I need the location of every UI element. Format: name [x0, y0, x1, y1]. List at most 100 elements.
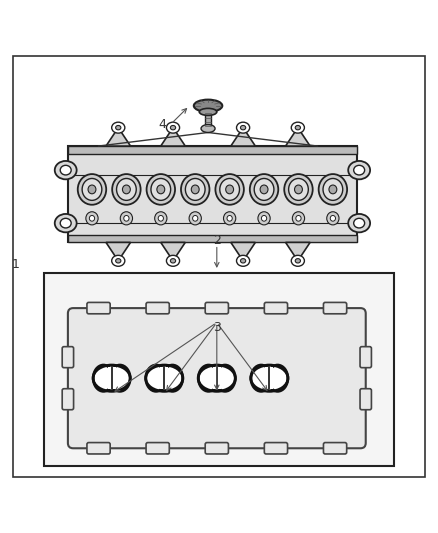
Ellipse shape — [260, 185, 268, 194]
FancyBboxPatch shape — [324, 442, 347, 454]
FancyBboxPatch shape — [360, 389, 371, 410]
Ellipse shape — [223, 212, 236, 225]
FancyBboxPatch shape — [87, 442, 110, 454]
Ellipse shape — [151, 179, 171, 200]
Ellipse shape — [93, 365, 114, 391]
Ellipse shape — [198, 365, 219, 391]
Bar — [265, 367, 273, 389]
Ellipse shape — [227, 215, 232, 221]
Bar — [205, 111, 211, 128]
Ellipse shape — [88, 185, 96, 194]
Ellipse shape — [124, 215, 129, 221]
Ellipse shape — [354, 165, 364, 175]
FancyBboxPatch shape — [87, 302, 110, 314]
Ellipse shape — [60, 219, 71, 228]
Ellipse shape — [147, 174, 175, 205]
Ellipse shape — [112, 174, 141, 205]
Ellipse shape — [55, 161, 77, 179]
Ellipse shape — [284, 174, 313, 205]
Ellipse shape — [112, 122, 125, 133]
Bar — [44, 273, 394, 466]
Ellipse shape — [194, 100, 222, 112]
Polygon shape — [231, 243, 255, 261]
Ellipse shape — [289, 179, 308, 200]
Ellipse shape — [60, 165, 71, 175]
Ellipse shape — [254, 179, 274, 200]
FancyBboxPatch shape — [62, 389, 74, 410]
FancyBboxPatch shape — [324, 302, 347, 314]
Text: 3: 3 — [213, 321, 221, 334]
Ellipse shape — [215, 365, 235, 391]
Polygon shape — [286, 128, 310, 146]
Ellipse shape — [199, 108, 217, 115]
FancyBboxPatch shape — [265, 302, 288, 314]
FancyBboxPatch shape — [68, 308, 366, 448]
FancyBboxPatch shape — [146, 302, 169, 314]
Ellipse shape — [250, 174, 278, 205]
Polygon shape — [286, 243, 310, 261]
Ellipse shape — [330, 215, 336, 221]
Polygon shape — [106, 243, 131, 261]
Text: 4: 4 — [159, 118, 166, 131]
FancyBboxPatch shape — [360, 346, 371, 368]
Ellipse shape — [327, 212, 339, 225]
Ellipse shape — [89, 215, 95, 221]
FancyBboxPatch shape — [205, 442, 229, 454]
Ellipse shape — [193, 215, 198, 221]
Ellipse shape — [295, 259, 300, 263]
Ellipse shape — [240, 259, 246, 263]
Ellipse shape — [110, 365, 130, 391]
Polygon shape — [161, 128, 185, 146]
Bar — [160, 367, 168, 389]
Ellipse shape — [166, 255, 180, 266]
Ellipse shape — [296, 215, 301, 221]
Ellipse shape — [329, 185, 337, 194]
Ellipse shape — [237, 255, 250, 266]
Ellipse shape — [323, 179, 343, 200]
Ellipse shape — [201, 125, 215, 133]
Ellipse shape — [120, 212, 133, 225]
Ellipse shape — [251, 365, 272, 391]
Ellipse shape — [240, 125, 246, 130]
Bar — [213, 367, 221, 389]
Ellipse shape — [55, 214, 77, 232]
Bar — [68, 235, 357, 243]
Bar — [68, 146, 357, 243]
Ellipse shape — [348, 161, 370, 179]
FancyBboxPatch shape — [265, 442, 288, 454]
Ellipse shape — [261, 215, 267, 221]
Ellipse shape — [220, 179, 240, 200]
FancyBboxPatch shape — [205, 302, 229, 314]
Ellipse shape — [116, 259, 121, 263]
Text: 1: 1 — [11, 258, 19, 271]
Ellipse shape — [189, 212, 201, 225]
Ellipse shape — [155, 212, 167, 225]
Ellipse shape — [291, 255, 304, 266]
Ellipse shape — [291, 122, 304, 133]
Ellipse shape — [258, 212, 270, 225]
Ellipse shape — [354, 219, 364, 228]
Ellipse shape — [86, 212, 98, 225]
Ellipse shape — [170, 125, 176, 130]
Ellipse shape — [116, 125, 121, 130]
FancyBboxPatch shape — [62, 346, 74, 368]
Ellipse shape — [226, 185, 233, 194]
Ellipse shape — [294, 185, 302, 194]
Ellipse shape — [166, 122, 180, 133]
Bar — [108, 367, 116, 389]
Ellipse shape — [112, 255, 125, 266]
Ellipse shape — [123, 185, 131, 194]
Ellipse shape — [162, 365, 183, 391]
Ellipse shape — [292, 212, 304, 225]
Ellipse shape — [191, 185, 199, 194]
Ellipse shape — [267, 365, 288, 391]
Ellipse shape — [185, 179, 205, 200]
FancyBboxPatch shape — [146, 442, 169, 454]
Ellipse shape — [157, 185, 165, 194]
Ellipse shape — [82, 179, 102, 200]
Polygon shape — [106, 128, 131, 146]
Ellipse shape — [318, 174, 347, 205]
Ellipse shape — [181, 174, 209, 205]
Ellipse shape — [348, 214, 370, 232]
Text: 2: 2 — [213, 233, 221, 247]
